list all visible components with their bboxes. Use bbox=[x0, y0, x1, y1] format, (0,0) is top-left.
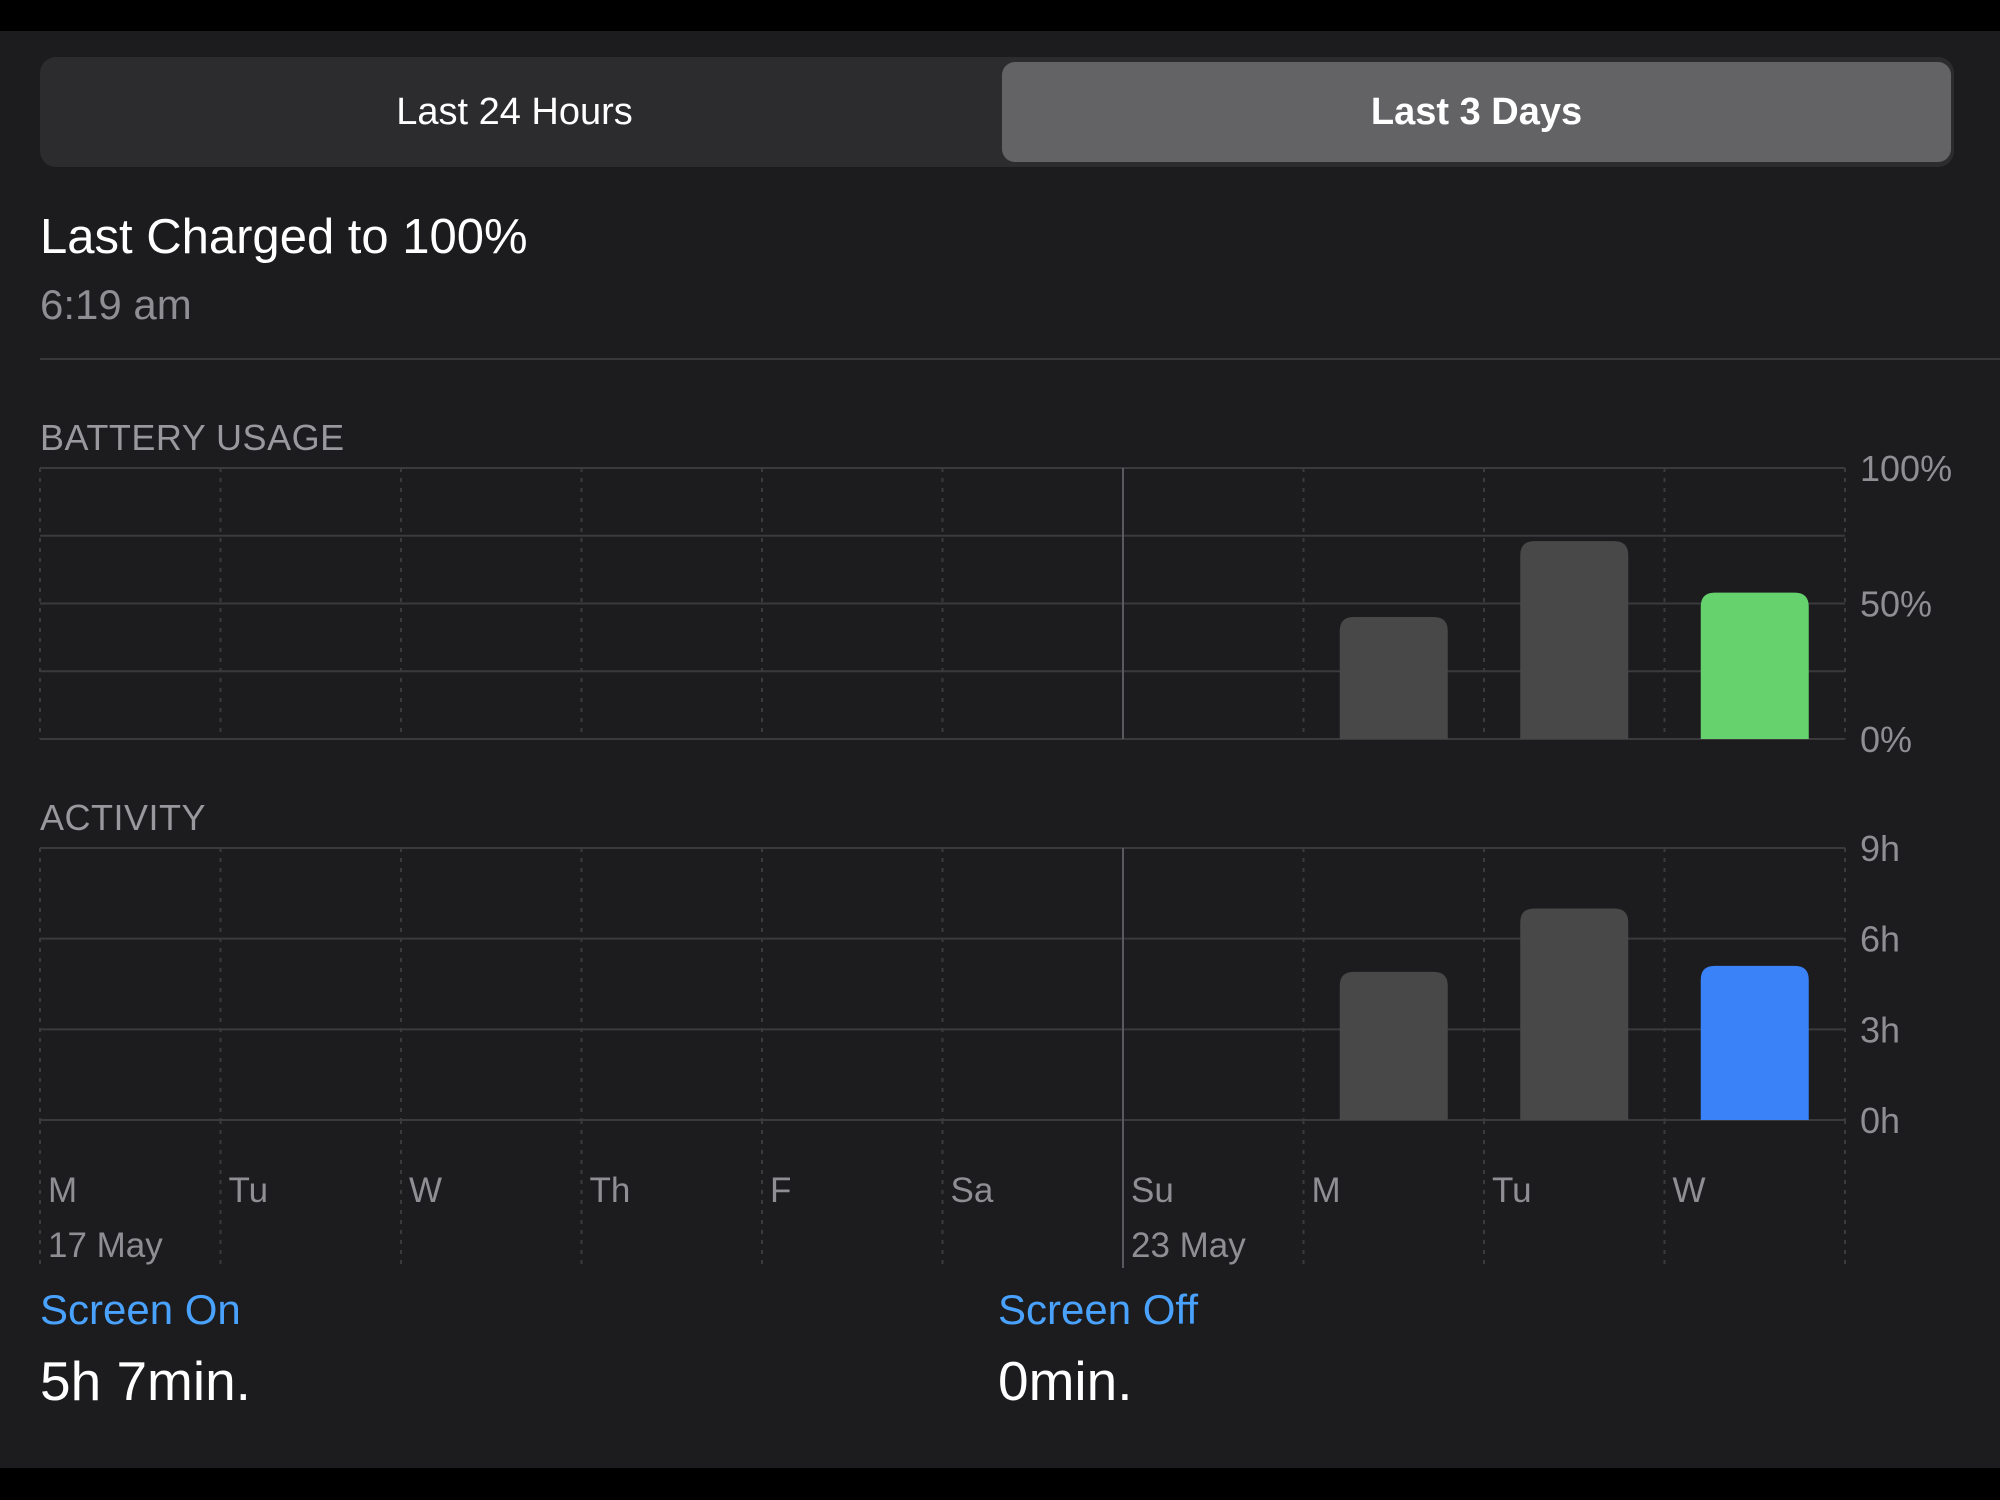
screen-on-label: Screen On bbox=[40, 1286, 241, 1333]
activity-label: ACTIVITY bbox=[40, 797, 207, 838]
battery-bar bbox=[1520, 541, 1629, 739]
activity-bar bbox=[1700, 965, 1809, 1120]
battery-panel: Last 24 Hours Last 3 Days Last Charged t… bbox=[0, 31, 2000, 1468]
activity-ytick-label: 0h bbox=[1860, 1100, 1900, 1141]
tab-last-24-hours[interactable]: Last 24 Hours bbox=[396, 90, 633, 133]
day-label: Su bbox=[1131, 1171, 1174, 1210]
screen-off-value: 0min. bbox=[998, 1350, 1133, 1412]
screen-off-label: Screen Off bbox=[998, 1286, 1198, 1333]
tab-last-3-days[interactable]: Last 3 Days bbox=[1002, 62, 1951, 162]
last-charged-time: 6:19 am bbox=[40, 281, 192, 328]
day-label: W bbox=[409, 1171, 442, 1210]
day-label: Tu bbox=[1492, 1171, 1532, 1210]
battery-ytick-label: 100% bbox=[1860, 448, 1952, 489]
battery-usage-label: BATTERY USAGE bbox=[40, 417, 345, 458]
battery-ytick-label: 50% bbox=[1860, 584, 1932, 625]
day-label: F bbox=[770, 1171, 791, 1210]
date-label: 23 May bbox=[1131, 1226, 1246, 1265]
activity-bar bbox=[1520, 908, 1629, 1120]
usage-charts: 100% 50% 0% 9h 6h 3h 0h M Tu W Th F Sa Su M Tu W 17 May 23… bbox=[39, 448, 1952, 1268]
battery-ytick-label: 0% bbox=[1860, 719, 1912, 760]
day-label: Sa bbox=[951, 1171, 994, 1210]
day-label: W bbox=[1673, 1171, 1706, 1210]
day-label: M bbox=[48, 1171, 77, 1210]
day-label: M bbox=[1312, 1171, 1341, 1210]
activity-ytick-label: 6h bbox=[1860, 919, 1900, 960]
last-charged-title: Last Charged to 100% bbox=[40, 210, 528, 264]
activity-bar bbox=[1339, 971, 1448, 1120]
time-range-segmented-control: Last 24 Hours Last 3 Days bbox=[40, 57, 1954, 167]
activity-ytick-label: 9h bbox=[1860, 828, 1900, 869]
day-label: Tu bbox=[229, 1171, 269, 1210]
divider bbox=[40, 358, 2000, 360]
battery-bar bbox=[1339, 617, 1448, 739]
battery-bar bbox=[1700, 592, 1809, 739]
day-label: Th bbox=[590, 1171, 631, 1210]
activity-ytick-label: 3h bbox=[1860, 1009, 1900, 1050]
date-label: 17 May bbox=[48, 1226, 163, 1265]
screen-on-value: 5h 7min. bbox=[40, 1350, 251, 1412]
